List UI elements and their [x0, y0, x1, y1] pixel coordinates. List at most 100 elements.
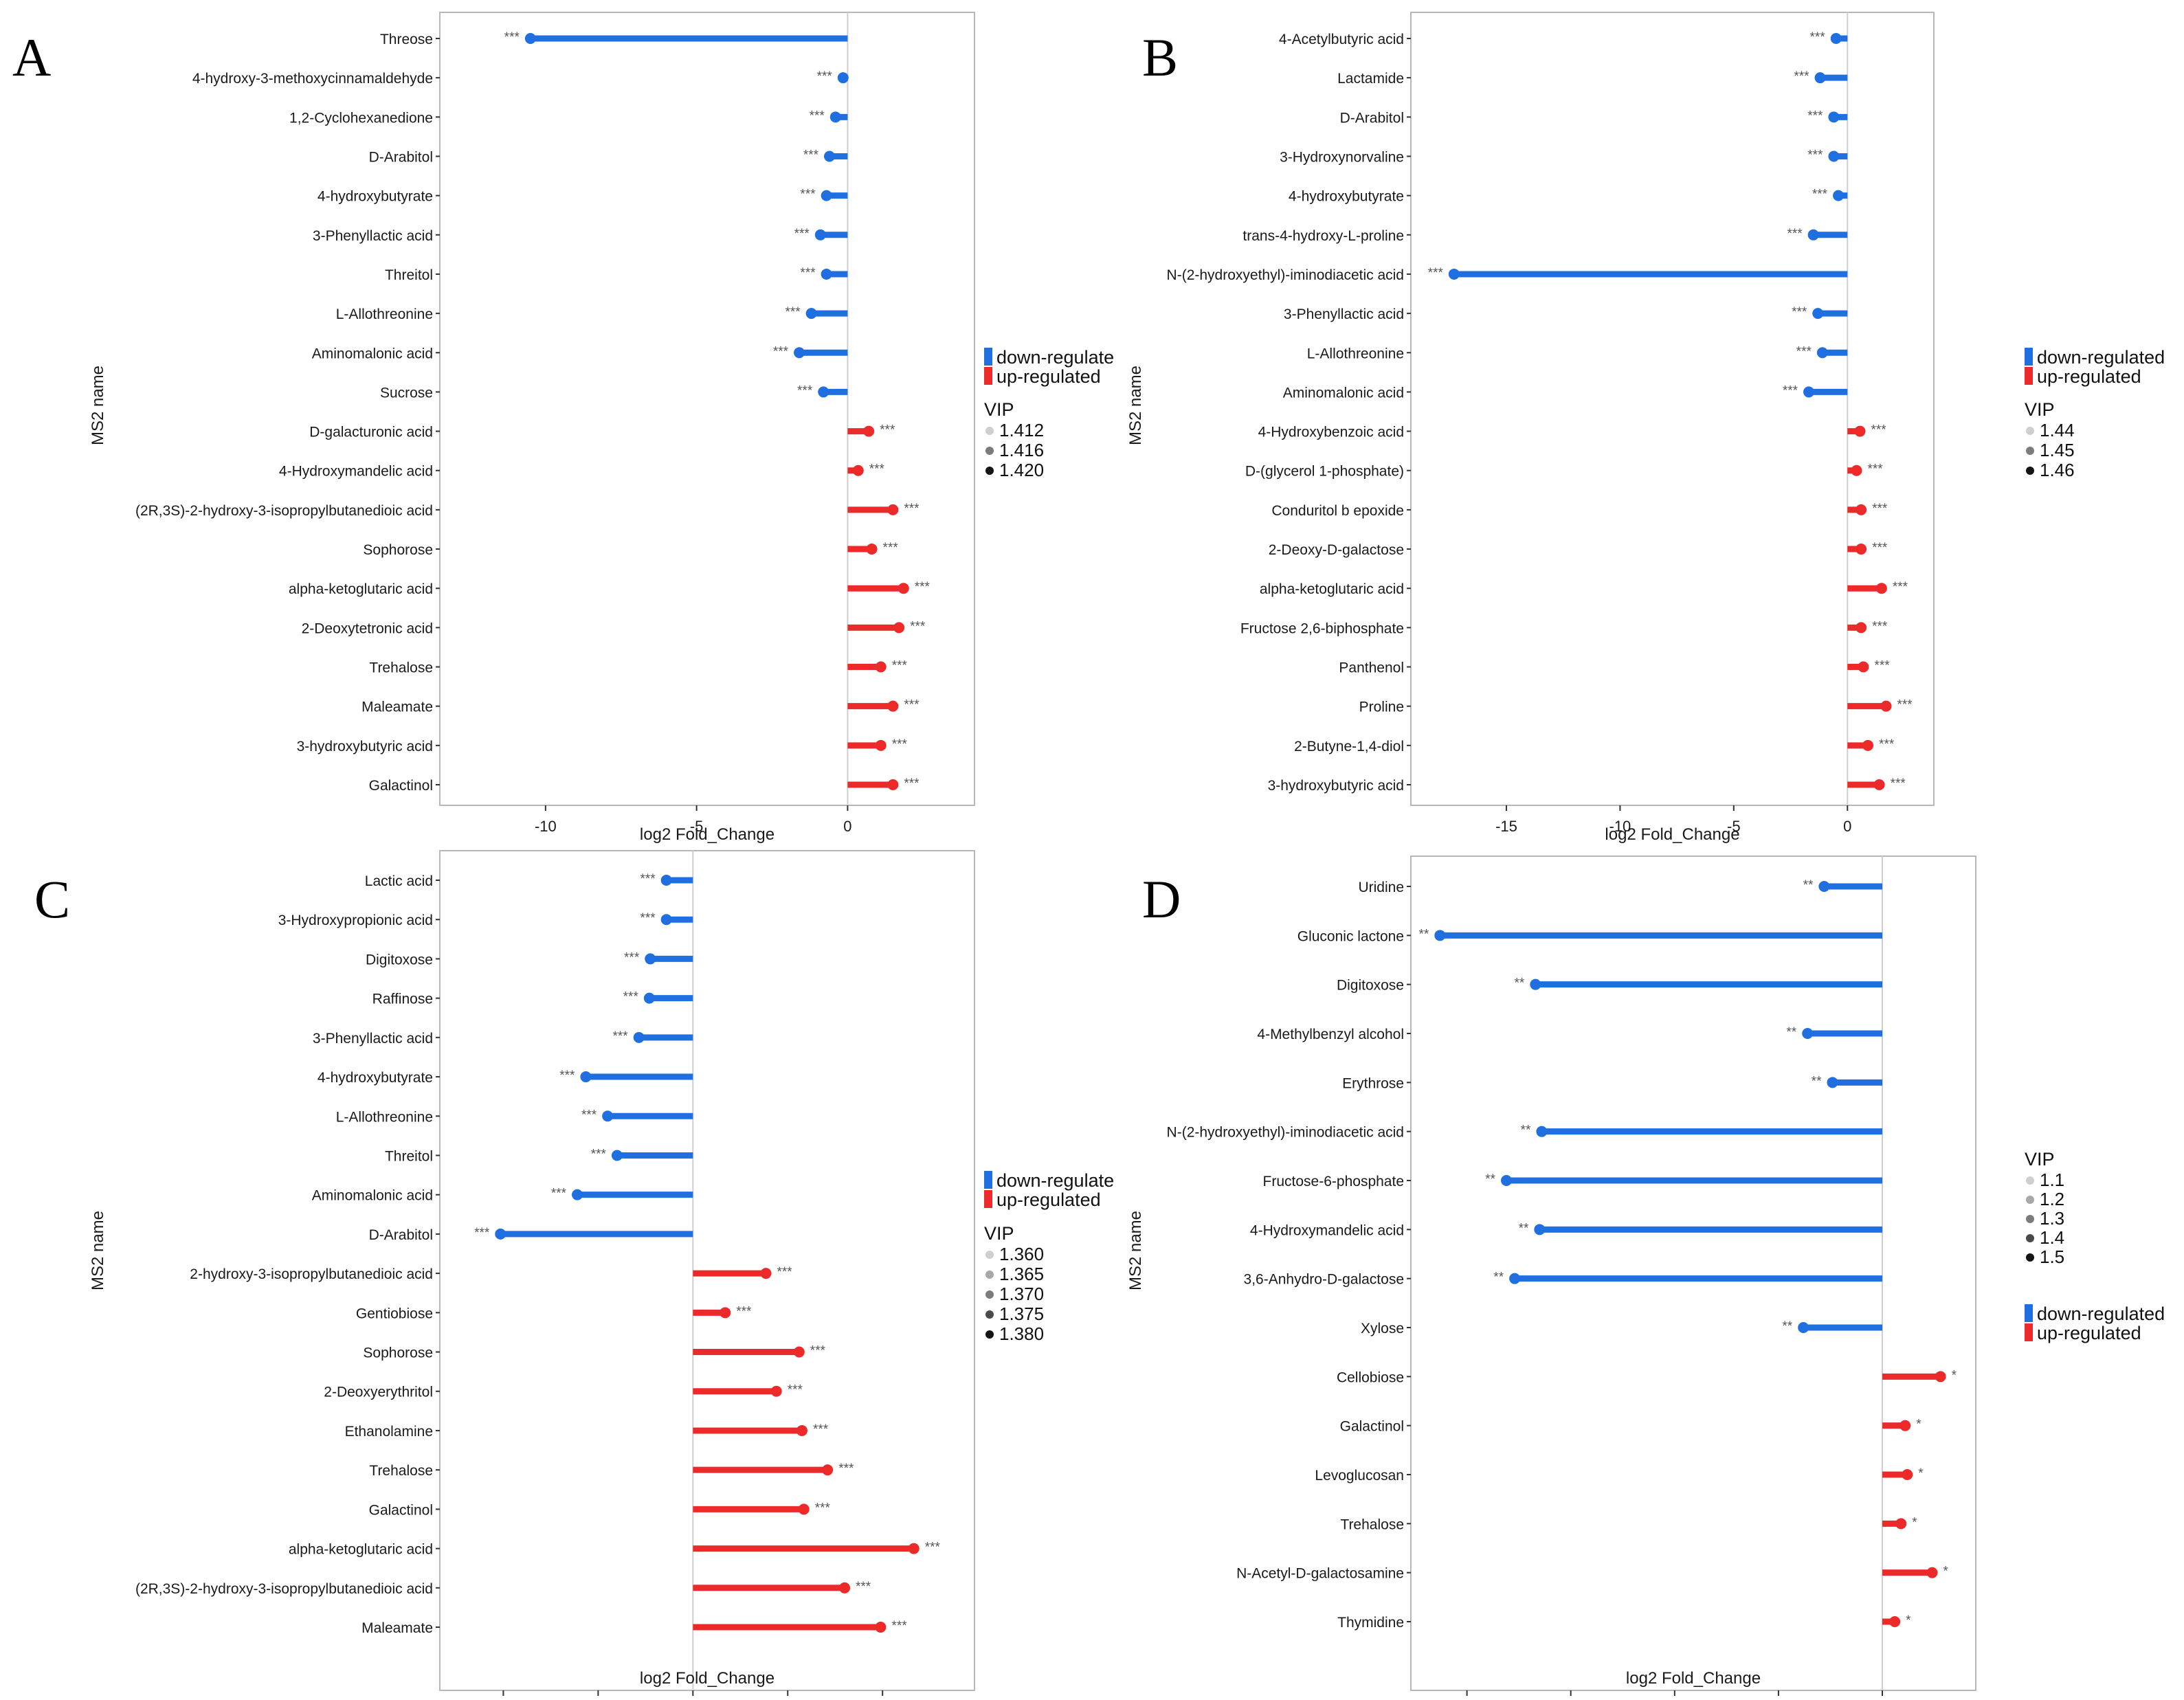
significance-stars: ***: [904, 698, 920, 713]
y-axis-label: MS2 name: [89, 1211, 107, 1290]
legend-down-label: down-regulate: [996, 347, 1114, 368]
metabolite-label: D-Arabitol: [369, 1227, 433, 1243]
lollipop-dot: [660, 875, 672, 886]
legend-up-label: up-regulated: [2037, 366, 2141, 387]
legend-vip-title: VIP: [2025, 399, 2055, 420]
lollipop-dot: [1807, 229, 1819, 241]
metabolite-label: Aminomalonic acid: [312, 1188, 433, 1204]
lollipop-dot: [887, 779, 899, 790]
significance-stars: **: [1812, 1074, 1822, 1088]
metabolite-label: 3-Hydroxypropionic acid: [278, 913, 433, 928]
metabolite-label: Sophorose: [363, 542, 433, 558]
legend-up-label: up-regulated: [996, 1189, 1101, 1210]
lollipop-dot: [1856, 622, 1867, 634]
significance-stars: ***: [810, 109, 825, 123]
legend-down-label: down-regulated: [2037, 1304, 2165, 1324]
significance-stars: ***: [591, 1147, 607, 1161]
lollipop-dot: [495, 1228, 506, 1240]
metabolite-label: Threitol: [385, 267, 433, 283]
lollipop-dot: [793, 1346, 805, 1358]
panel-a: A -10 -5 0 log2 Fold_Change MS2 name Threose **…: [12, 12, 1114, 844]
lollipop-dot: [1862, 739, 1874, 751]
legend-vip-dot: [985, 447, 994, 455]
legend-down-label: down-regulate: [996, 1170, 1114, 1191]
significance-stars: ***: [1792, 305, 1807, 320]
metabolite-label: alpha-ketoglutaric acid: [1260, 581, 1404, 597]
metabolite-label: D-galacturonic acid: [309, 425, 433, 440]
lollipop-dot: [1501, 1175, 1513, 1186]
legend-vip-dot: [2026, 467, 2034, 475]
lollipop-dot: [1509, 1273, 1521, 1284]
metabolite-label: Sophorose: [363, 1345, 433, 1361]
metabolite-label: alpha-ketoglutaric acid: [289, 1542, 433, 1558]
significance-stars: ***: [1897, 698, 1913, 713]
legend-vip-title: VIP: [984, 399, 1014, 420]
significance-stars: ***: [800, 188, 816, 202]
significance-stars: ***: [915, 580, 931, 594]
legend-down-swatch: [984, 348, 992, 366]
significance-stars: **: [1782, 1319, 1792, 1334]
metabolite-label: 4-hydroxy-3-methoxycinnamaldehyde: [192, 71, 433, 87]
metabolite-label: trans-4-hydroxy-L-proline: [1243, 228, 1404, 244]
significance-stars: ***: [581, 1108, 597, 1122]
significance-stars: *: [1952, 1368, 1957, 1383]
significance-stars: ***: [800, 266, 816, 280]
metabolite-label: alpha-ketoglutaric acid: [289, 581, 433, 597]
lollipop-dot: [1926, 1567, 1938, 1578]
lollipop-dot: [611, 1150, 623, 1161]
significance-stars: ***: [880, 423, 895, 438]
legend-vip-dot: [2026, 1215, 2034, 1223]
metabolite-label: 4-Hydroxymandelic acid: [1250, 1222, 1404, 1238]
plot-frame: [439, 12, 975, 806]
metabolite-label: L-Allothreonine: [1307, 346, 1404, 361]
legend-down-swatch: [984, 1171, 992, 1189]
lollipop-dot: [1802, 1028, 1814, 1039]
lollipop-dot: [602, 1110, 614, 1122]
significance-stars: ***: [892, 659, 908, 673]
legend-vip-dot: [985, 1330, 994, 1339]
significance-stars: ***: [551, 1187, 567, 1201]
legend-vip-value: 1.4: [2040, 1227, 2064, 1248]
lollipop-dot: [720, 1307, 731, 1319]
plot-frame: [1410, 12, 1935, 806]
significance-stars: *: [1918, 1466, 1924, 1481]
lollipop-dot: [1803, 386, 1815, 398]
significance-stars: ***: [1868, 462, 1884, 477]
legend-vip-value: 1.416: [999, 440, 1044, 460]
significance-stars: ***: [891, 1619, 907, 1633]
significance-stars: ***: [1428, 266, 1444, 280]
lollipop-dot: [1534, 1224, 1546, 1235]
metabolite-label: 4-Hydroxybenzoic acid: [1258, 425, 1404, 440]
significance-stars: *: [1916, 1418, 1921, 1432]
metabolite-label: 4-Acetylbutyric acid: [1279, 32, 1404, 47]
significance-stars: *: [1943, 1565, 1949, 1579]
significance-stars: ***: [773, 344, 789, 359]
lollipop-dot: [908, 1543, 920, 1554]
plot-frame: [1410, 855, 1976, 1691]
lollipop-dot: [814, 229, 826, 241]
metabolite-label: 2-Deoxyerythritol: [324, 1385, 433, 1400]
metabolite-label: 2-hydroxy-3-isopropylbutanedioic acid: [190, 1266, 433, 1282]
lollipop-dot: [839, 1582, 851, 1593]
lollipop-dot: [1814, 72, 1826, 84]
metabolite-label: Panthenol: [1339, 660, 1404, 676]
metabolite-label: Digitoxose: [366, 952, 433, 968]
metabolite-label: Threitol: [385, 1148, 433, 1164]
metabolite-label: Threose: [380, 32, 433, 47]
metabolite-label: Lactic acid: [365, 873, 433, 889]
metabolite-label: Trehalose: [369, 660, 433, 676]
legend-vip-value: 1.46: [2040, 460, 2075, 480]
lollipop-dot: [893, 622, 905, 634]
lollipop-dot: [1858, 661, 1869, 673]
metabolite-label: (2R,3S)-2-hydroxy-3-isopropylbutanedioic…: [135, 1581, 433, 1597]
legend-vip-value: 1.360: [999, 1244, 1044, 1264]
metabolite-label: 3-Phenyllactic acid: [313, 228, 433, 244]
metabolite-label: Xylose: [1361, 1321, 1404, 1336]
legend-up-swatch: [984, 367, 992, 385]
significance-stars: ***: [788, 1383, 803, 1398]
lollipop-dot: [1833, 190, 1845, 201]
significance-stars: ***: [1796, 344, 1812, 359]
metabolite-label: 3-Hydroxynorvaline: [1280, 149, 1404, 165]
significance-stars: ***: [794, 227, 810, 241]
